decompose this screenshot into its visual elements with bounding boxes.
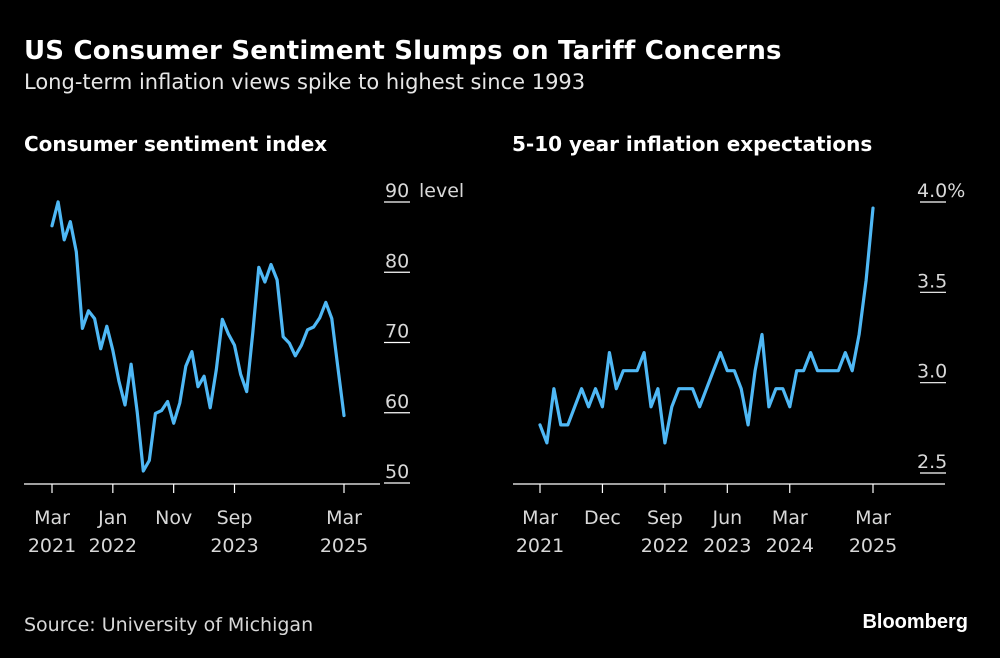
- series-line: [538, 206, 875, 445]
- inflation-chart: 4.0% 3.5 3.0 2.5 Mar 2021 Dec Sep 2022 Jun 2023 Mar…: [513, 180, 965, 557]
- y-unit-label: level: [419, 180, 464, 202]
- x-tick-year-label: 2022: [641, 535, 689, 557]
- x-tick-year-label: 2023: [703, 535, 751, 557]
- x-tick-label: Mar: [855, 507, 891, 529]
- x-tick-year-label: 2025: [320, 535, 368, 557]
- panel-title-inflation: 5-10 year inflation expectations: [512, 132, 873, 156]
- series-line: [50, 200, 346, 473]
- chart-subtitle: Long-term inflation views spike to highe…: [24, 70, 586, 94]
- x-tick-label: Nov: [155, 507, 192, 529]
- x-tick-year-label: 2024: [766, 535, 814, 557]
- y-tick-label: 60: [385, 391, 409, 413]
- panel-title-sentiment: Consumer sentiment index: [24, 132, 328, 156]
- x-tick-label: Jun: [711, 507, 742, 529]
- x-tick-label: Sep: [217, 507, 253, 529]
- y-tick-label: 70: [385, 321, 409, 343]
- sentiment-chart: 90 level 80 70 60 50 Mar 2021 Jan 2022 Nov Sep 2023 M…: [24, 180, 464, 557]
- x-tick-label: Mar: [326, 507, 362, 529]
- x-tick-label: Jan: [97, 507, 127, 529]
- y-tick-label: 2.5: [917, 451, 947, 473]
- x-tick-year-label: 2021: [516, 535, 564, 557]
- y-tick-label: 80: [385, 250, 409, 272]
- x-tick-label: Sep: [647, 507, 683, 529]
- x-tick-label: Mar: [522, 507, 558, 529]
- x-tick-label: Mar: [34, 507, 70, 529]
- y-tick-label: 3.0: [917, 361, 947, 383]
- source-note: Source: University of Michigan: [24, 614, 314, 636]
- y-tick-label: 50: [385, 461, 409, 483]
- y-tick-label: 4.0%: [917, 180, 965, 202]
- x-tick-label: Dec: [584, 507, 621, 529]
- y-tick-label: 90: [385, 180, 409, 202]
- x-tick-year-label: 2023: [210, 535, 258, 557]
- x-tick-year-label: 2025: [849, 535, 897, 557]
- bloomberg-logo: Bloomberg: [862, 611, 968, 633]
- y-tick-label: 3.5: [917, 270, 947, 292]
- chart-title: US Consumer Sentiment Slumps on Tariff C…: [24, 36, 782, 66]
- x-tick-year-label: 2022: [89, 535, 137, 557]
- x-tick-year-label: 2021: [28, 535, 76, 557]
- x-tick-label: Mar: [772, 507, 808, 529]
